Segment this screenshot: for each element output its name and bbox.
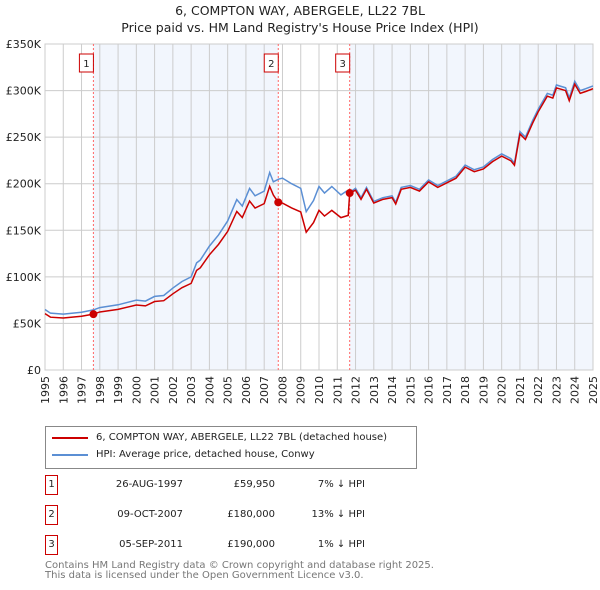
x-tick-label: 1996	[57, 376, 70, 404]
sale-price: £180,000	[227, 509, 275, 520]
x-tick-label: 2010	[313, 376, 326, 404]
sale-date: 26-AUG-1997	[115, 479, 183, 490]
x-tick-label: 2016	[423, 376, 436, 404]
x-tick-label: 2023	[550, 376, 563, 404]
x-tick-label: 2013	[368, 376, 381, 404]
sale-point	[274, 198, 283, 207]
x-tick-label: 2008	[276, 376, 289, 404]
chart-subtitle: Price paid vs. HM Land Registry's House …	[121, 20, 479, 35]
x-tick-label: 2003	[185, 376, 198, 404]
sale-label-box	[335, 53, 351, 73]
x-tick-label: 2009	[295, 376, 308, 404]
y-tick-label: £300K	[6, 85, 42, 98]
x-tick-label: 1999	[112, 376, 125, 404]
x-tick-label: 1995	[39, 376, 52, 404]
sale-label-number: 1	[83, 59, 89, 70]
sale-hpi-diff: 7% ↓ HPI	[317, 479, 365, 490]
line-chart: 1995 1996 1997 1998 1999 2000 2001 2002 2003 2004…	[6, 38, 600, 404]
x-tick-label: 2012	[350, 376, 363, 404]
x-tick-label: 2024	[569, 376, 582, 404]
series-line	[44, 79, 594, 315]
plot-frame	[44, 43, 594, 371]
sale-date: 09-OCT-2007	[117, 509, 183, 520]
x-tick-label: 2000	[130, 376, 143, 404]
y-tick-label: £0	[27, 364, 41, 377]
sale-marker-number: 2	[45, 505, 58, 525]
x-tick-label: 2005	[222, 376, 235, 404]
sale-hpi-diff: 1% ↓ HPI	[317, 539, 365, 550]
legend-label: HPI: Average price, detached house, Conw…	[96, 449, 315, 460]
x-tick-label: 2025	[587, 376, 600, 404]
x-tick-label: 1998	[94, 376, 107, 404]
shaded-range	[93, 44, 279, 370]
legend: 6, COMPTON WAY, ABERGELE, LL22 7BL (deta…	[45, 426, 417, 469]
sale-row: 2 09-OCT-2007 £180,000 13% ↓ HPI	[45, 505, 445, 525]
sale-price: £190,000	[227, 539, 275, 550]
y-tick-label: £350K	[6, 38, 42, 51]
footer: Contains HM Land Registry data © Crown c…	[45, 561, 434, 581]
legend-item-price-paid: 6, COMPTON WAY, ABERGELE, LL22 7BL (deta…	[52, 432, 387, 443]
y-tick-label: £250K	[6, 131, 42, 144]
sale-label-number: 3	[340, 59, 346, 70]
legend-swatch-red	[52, 436, 88, 439]
x-tick-label: 2021	[514, 376, 527, 404]
sale-label-box	[78, 53, 94, 73]
series-line	[44, 82, 594, 319]
x-tick-label: 2002	[167, 376, 180, 404]
sale-point	[89, 310, 98, 319]
legend-label: 6, COMPTON WAY, ABERGELE, LL22 7BL (deta…	[96, 432, 388, 443]
x-tick-label: 2014	[386, 376, 399, 404]
sale-label-box	[263, 53, 279, 73]
x-tick-label: 2007	[258, 376, 271, 404]
x-tick-label: 2015	[404, 376, 417, 404]
chart-title: 6, COMPTON WAY, ABERGELE, LL22 7BL	[175, 3, 425, 18]
x-tick-label: 2006	[240, 376, 253, 404]
footer-licence: This data is licensed under the Open Gov…	[45, 570, 364, 581]
legend-swatch-blue	[52, 453, 88, 456]
x-tick-label: 2004	[203, 376, 216, 404]
y-tick-label: £150K	[6, 224, 42, 237]
footer-copyright: Contains HM Land Registry data © Crown c…	[45, 560, 434, 571]
sale-row: 3 05-SEP-2011 £190,000 1% ↓ HPI	[45, 535, 445, 555]
sale-marker-number: 3	[45, 535, 58, 555]
sale-hpi-diff: 13% ↓ HPI	[311, 509, 365, 520]
sale-row: 1 26-AUG-1997 £59,950 7% ↓ HPI	[45, 475, 445, 495]
sale-point	[345, 189, 354, 198]
x-tick-label: 2017	[441, 376, 454, 404]
y-tick-label: £50K	[13, 317, 42, 330]
x-tick-label: 2018	[459, 376, 472, 404]
y-tick-label: £200K	[6, 178, 42, 191]
x-tick-label: 2019	[477, 376, 490, 404]
y-tick-label: £100K	[6, 271, 42, 284]
x-tick-label: 2001	[149, 376, 162, 404]
sale-label-number: 2	[268, 59, 274, 70]
x-tick-label: 2020	[496, 376, 509, 404]
x-tick-label: 2011	[331, 376, 344, 404]
sale-price: £59,950	[233, 479, 275, 490]
sale-marker-number: 1	[45, 475, 58, 495]
x-tick-label: 1997	[76, 376, 89, 404]
sale-date: 05-SEP-2011	[119, 539, 183, 550]
x-tick-label: 2022	[532, 376, 545, 404]
legend-item-hpi: HPI: Average price, detached house, Conw…	[52, 449, 315, 460]
